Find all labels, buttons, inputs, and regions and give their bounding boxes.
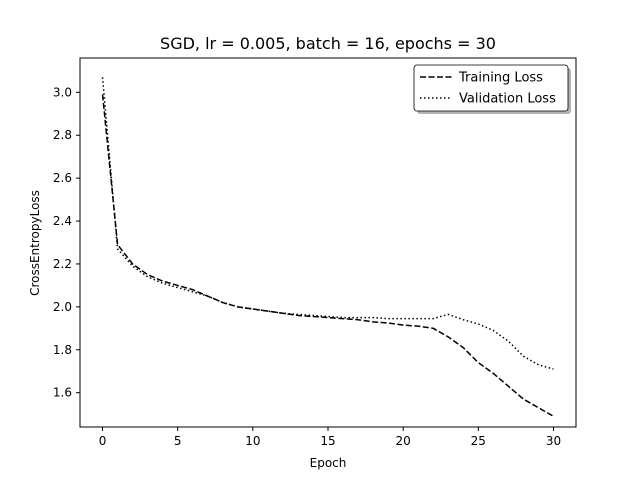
x-tick-label: 10 <box>245 434 260 448</box>
y-tick-label: 2.6 <box>53 171 72 185</box>
legend-label: Training Loss <box>458 71 543 86</box>
y-axis-label: CrossEntropyLoss <box>28 190 42 296</box>
x-tick-label: 25 <box>471 434 486 448</box>
y-tick-label: 2.8 <box>53 128 72 142</box>
x-tick-label: 15 <box>320 434 335 448</box>
x-axis-label: Epoch <box>310 456 347 470</box>
series-line-validation-loss <box>101 77 554 370</box>
legend-box <box>413 64 569 112</box>
legend: Training Loss Validation Loss <box>413 64 571 114</box>
series-layer <box>101 77 554 417</box>
x-tick-label: 0 <box>99 434 107 448</box>
series-line-training-loss <box>101 94 554 417</box>
x-axis: 0 5 10 15 20 25 30 <box>99 427 561 448</box>
chart-title: SGD, lr = 0.005, batch = 16, epochs = 30 <box>160 34 496 53</box>
legend-label: Validation Loss <box>459 92 556 107</box>
x-tick-label: 20 <box>396 434 411 448</box>
y-tick-label: 3.0 <box>53 85 72 99</box>
y-tick-label: 2.2 <box>53 257 72 271</box>
x-tick-label: 5 <box>174 434 182 448</box>
y-tick-label: 1.6 <box>53 386 72 400</box>
y-tick-label: 1.8 <box>53 343 72 357</box>
y-axis: 1.6 1.8 2.0 2.2 2.4 2.6 2.8 3.0 <box>53 85 80 400</box>
x-tick-label: 30 <box>546 434 561 448</box>
y-tick-label: 2.0 <box>53 300 72 314</box>
y-tick-label: 2.4 <box>53 214 72 228</box>
